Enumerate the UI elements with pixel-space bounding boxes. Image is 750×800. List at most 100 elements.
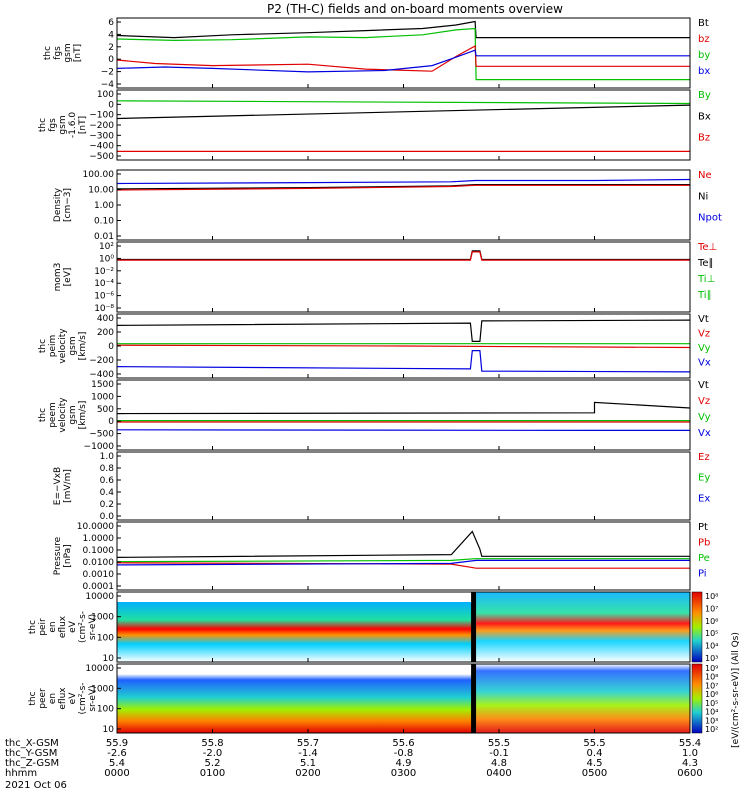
orbit-value: 55.6 (392, 738, 414, 749)
series-line (116, 350, 691, 373)
y-axis-label-line: peer (38, 688, 48, 709)
spectrogram-left (117, 602, 477, 662)
orbit-value: 55.4 (679, 738, 701, 749)
orbit-value: -0.8 (394, 748, 414, 759)
y-axis-label-line: en (48, 693, 58, 704)
legend-entry: Pi (698, 569, 707, 580)
y-axis-label-line: [km/s] (78, 332, 88, 361)
panel-3: 100.00 10.00 1.00 0.10 0.01 Density [cm−3] Ne Ni… (53, 169, 722, 242)
y-axis-label-line: peir (38, 618, 48, 636)
y-axis-label-line: eV (68, 692, 78, 705)
orbit-row-label: thc_Z-GSM (5, 758, 59, 769)
orbit-value: 4.8 (491, 758, 507, 769)
orbit-table: thc_X-GSM 55.9 55.8 55.7 55.6 55.5 55.5 55.4 thc… (5, 632, 741, 791)
orbit-value: -2.6 (107, 748, 127, 759)
y-axis-label: E=−VxB [mV/m] (53, 467, 73, 505)
y-tick-label: −400 (89, 142, 114, 152)
y-axis-label: thc fgs gsm -1.6.0 [nT] (38, 112, 88, 138)
y-tick-label: 0 (108, 55, 114, 65)
colorbar-tick-label: 10⁴ (705, 642, 718, 651)
legend-entry: Ni (698, 191, 708, 202)
panel-1: 6 4 2 0 −2 −4 thc fgs gsm [nT] Bt bz by bx (43, 17, 710, 90)
legend-entry: Vy (698, 343, 711, 354)
legend-entry: Vt (698, 314, 709, 325)
series-line (116, 49, 690, 73)
series-line (116, 319, 691, 342)
panel-7: 1.0 0.8 0.6 0.4 0.2 0.0 E=−VxB [mV/m] Ez Ey Ex (53, 451, 710, 522)
series-line (116, 104, 691, 120)
colorbar-label-text: [eV/(cm²-s-sr-eV)] (All Qs) (731, 632, 741, 748)
colorbar-tick-label: 10⁸ (705, 673, 718, 682)
legend: Vt Vz Vy Vx (698, 380, 711, 439)
legend-entry: Ne (698, 170, 712, 181)
y-tick-label: 0 (108, 417, 114, 427)
colorbar-tick-label: 10⁷ (705, 681, 718, 690)
colorbar-tick-label: 10³ (705, 654, 718, 663)
colorbar-tick-label: 10² (705, 725, 718, 734)
colorbar-tick-label: 10⁶ (705, 617, 718, 626)
y-axis-label-line: sr-eV) (88, 614, 98, 640)
y-tick-label: 0.0 (100, 512, 115, 522)
y-tick-label: 0 (108, 100, 114, 110)
y-tick-label: −4 (101, 80, 115, 90)
y-tick-label: 10⁻⁸ (94, 304, 114, 314)
legend-entry: By (698, 90, 711, 101)
legend-entry: Vx (698, 358, 711, 369)
y-axis-label-line: eflux (58, 687, 68, 710)
y-tick-label: 1.0 (100, 452, 115, 462)
orbit-value: 4.3 (682, 758, 698, 769)
x-tick-label: 0000 (104, 768, 129, 779)
colorbar-tick-label: 10⁵ (705, 629, 718, 638)
orbit-row-label: thc_Y-GSM (5, 748, 57, 759)
series-line (116, 184, 690, 190)
y-tick-label: −500 (89, 152, 114, 162)
colorbar: 10⁸ 10⁷ 10⁶ 10⁵ 10⁴ 10³ (691, 591, 718, 663)
y-tick-label: −300 (89, 131, 114, 141)
y-tick-label: −200 (89, 121, 114, 131)
orbit-value: 55.9 (106, 738, 128, 749)
x-tick-label: 0600 (677, 768, 702, 779)
legend: Pt Pb Pe Pi (698, 522, 710, 580)
y-tick-label: 2 (108, 43, 114, 53)
panel-frame (116, 379, 691, 451)
y-axis-label-line: [cm−3] (63, 188, 73, 222)
legend: Vt Vz Vy Vx (698, 314, 711, 369)
legend: Ne Ni Npot (698, 170, 722, 224)
y-tick-label: 200 (97, 328, 114, 338)
y-axis-label-line: gsm (63, 43, 73, 62)
y-axis-label: thc peim velocity gsm [km/s] (38, 328, 88, 364)
x-tick-label: 0400 (486, 768, 511, 779)
y-tick-label: 10⁰ (99, 254, 114, 264)
y-axis-label-line: sr-eV) (88, 685, 98, 711)
spectrogram-right (476, 664, 690, 733)
y-axis-label-line: [eV] (63, 268, 73, 287)
legend-entry: Vy (698, 412, 711, 423)
y-axis-label-line: thc (28, 691, 38, 705)
colorbar-tick-label: 10⁹ (705, 664, 718, 673)
panel-frame (116, 89, 691, 161)
y-tick-label: 10 (103, 654, 115, 664)
legend-entry: Pt (698, 522, 708, 533)
y-tick-label: 10⁻² (94, 267, 114, 277)
orbit-value: 55.7 (297, 738, 319, 749)
series-line (116, 558, 690, 563)
y-axis-label-line: thc (38, 118, 48, 132)
y-tick-label: 1000 (91, 613, 114, 623)
y-tick-label: 100 (97, 90, 114, 100)
y-tick-label: 100 (97, 633, 114, 643)
series-line (116, 562, 690, 569)
y-axis-label-line: fgs (48, 118, 58, 132)
panel-8: 10.0000 1.0000 0.1000 0.0100 0.0010 0.0001 Pre… (53, 521, 710, 592)
y-axis-label-line: E=−VxB (53, 467, 63, 505)
y-axis-label-line: -1.6.0 (68, 112, 78, 138)
y-axis-label-line: eV (68, 620, 78, 633)
orbit-value: 55.5 (583, 738, 605, 749)
x-tick-label: 0200 (295, 768, 320, 779)
colorbar-tick-label: 10⁴ (705, 708, 718, 717)
legend-entry: Npot (698, 213, 722, 224)
y-axis-label: thc peir en eflux eV (cm²-s-sr-eV) (28, 611, 98, 643)
legend: By Bx Bz (698, 90, 711, 144)
y-tick-label: −400 (89, 370, 114, 380)
legend: Ez Ey Ex (698, 452, 710, 504)
